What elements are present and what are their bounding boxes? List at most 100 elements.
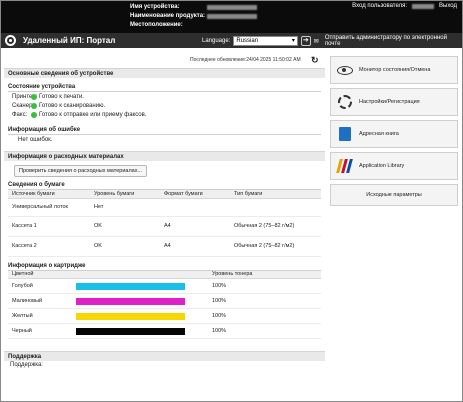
portal-logo-icon <box>5 35 16 46</box>
paper-header-source: Источник бумаги <box>8 190 90 199</box>
paper-type <box>230 198 321 217</box>
top-bar: Имя устройства: Наименование продукта: М… <box>0 0 463 33</box>
status-value: Готово к сканированию. <box>39 102 106 109</box>
product-name-label: Наименование продукта: <box>130 13 206 19</box>
paper-table: Источник бумаги Уровень бумаги Формат бу… <box>8 190 321 257</box>
paper-header-level: Уровень бумаги <box>90 190 160 199</box>
table-row: Кассета 1 OK A4 Обычная 2 (75–82 г/м2) <box>8 216 321 237</box>
paper-source: Кассета 2 <box>8 236 90 257</box>
refresh-icon[interactable]: ↻ <box>311 55 319 65</box>
logout-link[interactable]: Выход <box>439 3 457 9</box>
cartridge-name: Желтый <box>12 313 33 319</box>
error-info-value: Нет ошибок. <box>18 137 53 143</box>
paper-size: A4 <box>160 216 230 237</box>
library-icon <box>336 159 353 173</box>
user-name <box>412 3 435 9</box>
paper-size <box>160 198 230 217</box>
cartridge-table: Цветной Уровень тонера Голубой 100% Мали… <box>8 270 321 339</box>
eye-icon <box>337 65 353 75</box>
toner-level: 100% <box>208 278 321 294</box>
table-row: Голубой 100% <box>8 278 321 294</box>
toner-bar-black <box>76 327 185 335</box>
support-title: Поддержка <box>4 351 325 361</box>
toner-bar-magenta <box>76 297 185 305</box>
cartridge-header-color: Цветной <box>8 270 208 279</box>
consumables-title: Информация о расходных материалах <box>4 151 325 161</box>
error-info-title: Информация об ошибке <box>8 119 321 135</box>
sidebar-item-application-library[interactable]: Application Library <box>330 152 458 180</box>
status-row-scanner: Сканер: Готово к сканированию. <box>4 101 325 110</box>
cartridge-name: Голубой <box>12 283 33 289</box>
arrow-right-icon: ➔ <box>302 37 309 44</box>
paper-type: Обычная 2 (75–82 г/м2) <box>230 236 321 257</box>
paper-level: OK <box>90 216 160 237</box>
cartridge-header-level: Уровень тонера <box>208 270 321 279</box>
user-label: Вход пользователя: <box>352 3 408 9</box>
paper-source: Кассета 1 <box>8 216 90 237</box>
status-value: Готово к печати. <box>39 93 84 100</box>
paper-header-type: Тип бумаги <box>230 190 321 199</box>
status-label: Факс: <box>12 111 28 118</box>
cartridge-name: Малиновый <box>12 298 43 304</box>
toner-level: 100% <box>208 308 321 324</box>
address-book-icon <box>339 127 351 141</box>
status-label: Сканер: <box>12 102 35 109</box>
last-updated: Последнее обновление:24/04 2025 11:50:02… <box>190 57 301 63</box>
language-area: Language: Russian ➔ ✉ Отправить админист… <box>202 35 463 47</box>
sidebar: Монитор состояния/Отмена Настройки/Регис… <box>330 56 458 210</box>
product-name-value <box>207 14 257 19</box>
device-info-header: Имя устройства: Наименование продукта: М… <box>130 3 257 30</box>
paper-level: OK <box>90 236 160 257</box>
paper-size: A4 <box>160 236 230 257</box>
nav-bar: Удаленный ИП: Портал Language: Russian ➔… <box>0 33 463 48</box>
paper-level: Нет <box>90 198 160 217</box>
sidebar-item-label: Адресная книга <box>359 131 399 137</box>
mail-icon: ✉ <box>313 38 319 45</box>
device-info-title: Основные сведения об устройстве <box>4 68 325 78</box>
device-name-label: Имя устройства: <box>130 4 180 10</box>
cartridge-name: Черный <box>12 328 32 334</box>
sidebar-item-default-settings[interactable]: Исходные параметры <box>330 184 458 206</box>
table-row: Кассета 2 OK A4 Обычная 2 (75–82 г/м2) <box>8 236 321 257</box>
language-label: Language: <box>202 38 231 44</box>
sidebar-item-label: Монитор состояния/Отмена <box>359 67 431 73</box>
sidebar-item-status-monitor[interactable]: Монитор состояния/Отмена <box>330 56 458 84</box>
gear-icon <box>338 95 352 109</box>
status-ok-icon <box>31 102 37 109</box>
paper-source: Универсальный лоток <box>8 198 90 217</box>
sidebar-item-address-book[interactable]: Адресная книга <box>330 120 458 148</box>
toner-level: 100% <box>208 293 321 309</box>
status-row-printer: Принтер: Готово к печати. <box>4 92 325 101</box>
table-row: Малиновый 100% <box>8 293 321 309</box>
mail-admin-link[interactable]: Отправить администратору по электронной … <box>324 35 447 47</box>
apply-language-button[interactable]: ➔ <box>300 36 311 46</box>
status-value: Готово к отправке или приему факсов. <box>39 111 147 118</box>
paper-info-title: Сведения о бумаге <box>8 177 321 190</box>
main-content: Основные сведения об устройстве Состояни… <box>4 68 325 368</box>
user-info: Вход пользователя: Выход <box>352 3 457 9</box>
check-consumables-button[interactable]: Проверить сведения о расходных материала… <box>14 165 148 177</box>
cartridge-info-title: Информация о картридже <box>8 257 321 271</box>
toner-bar-yellow <box>76 312 185 320</box>
table-row: Желтый 100% <box>8 308 321 324</box>
status-ok-icon <box>31 93 37 100</box>
status-row-fax: Факс: Готово к отправке или приему факсо… <box>4 110 325 119</box>
toner-level: 100% <box>208 323 321 339</box>
device-status-title: Состояние устройства <box>8 78 321 92</box>
portal-title: Удаленный ИП: Портал <box>23 36 116 45</box>
sidebar-item-label: Application Library <box>359 163 405 169</box>
status-label: Принтер: <box>12 93 38 100</box>
status-ok-icon <box>31 111 37 118</box>
support-label: Поддержка: <box>10 362 43 368</box>
sidebar-item-settings[interactable]: Настройки/Регистрация <box>330 88 458 116</box>
device-name-value <box>207 5 257 10</box>
language-select[interactable]: Russian <box>233 36 298 46</box>
table-row: Универсальный лоток Нет <box>8 198 321 217</box>
sidebar-item-label: Настройки/Регистрация <box>359 99 420 105</box>
paper-header-size: Формат бумаги <box>160 190 230 199</box>
sidebar-item-label: Исходные параметры <box>366 192 422 198</box>
toner-bar-cyan <box>76 282 185 290</box>
location-label: Местоположение: <box>130 22 183 28</box>
table-row: Черный 100% <box>8 323 321 339</box>
paper-type: Обычная 2 (75–82 г/м2) <box>230 216 321 237</box>
